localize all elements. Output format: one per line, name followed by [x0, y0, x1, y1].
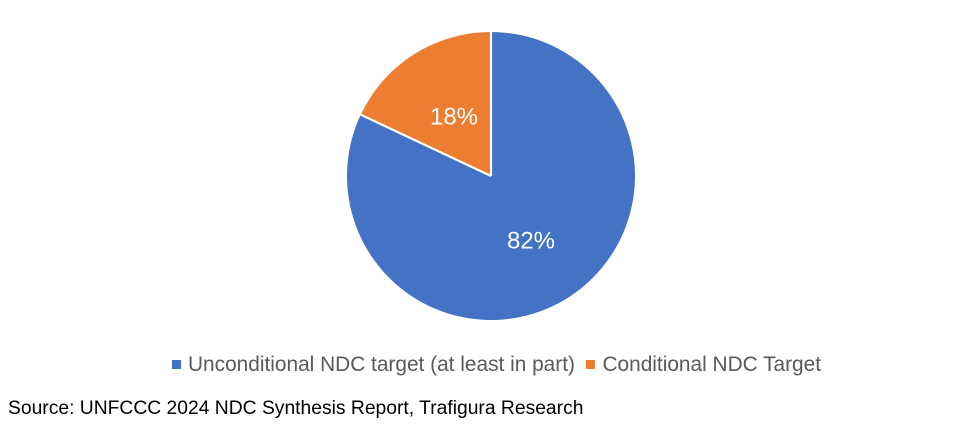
svg-text:18%: 18% — [430, 103, 478, 130]
svg-text:82%: 82% — [507, 227, 555, 254]
